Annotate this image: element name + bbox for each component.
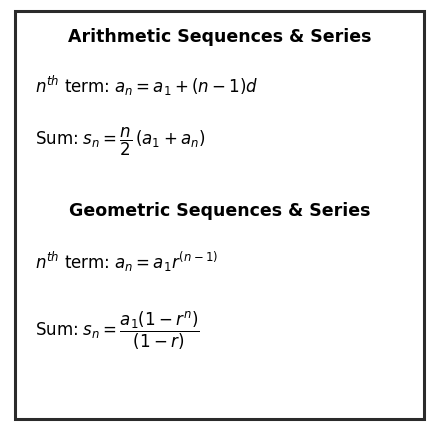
Text: Arithmetic Sequences & Series: Arithmetic Sequences & Series — [67, 28, 371, 46]
Text: $n^{th}$ term: $a_n = a_1 + (n-1)d$: $n^{th}$ term: $a_n = a_1 + (n-1)d$ — [35, 74, 258, 98]
Text: Sum: $s_n = \dfrac{a_1(1-r^n)}{(1-r)}$: Sum: $s_n = \dfrac{a_1(1-r^n)}{(1-r)}$ — [35, 310, 199, 352]
Text: $n^{th}$ term: $a_n = a_1 r^{(n-1)}$: $n^{th}$ term: $a_n = a_1 r^{(n-1)}$ — [35, 250, 218, 274]
Text: Sum: $s_n = \dfrac{n}{2}\,(a_1 + a_n)$: Sum: $s_n = \dfrac{n}{2}\,(a_1 + a_n)$ — [35, 126, 205, 158]
FancyBboxPatch shape — [15, 11, 423, 419]
Text: Geometric Sequences & Series: Geometric Sequences & Series — [69, 202, 369, 220]
